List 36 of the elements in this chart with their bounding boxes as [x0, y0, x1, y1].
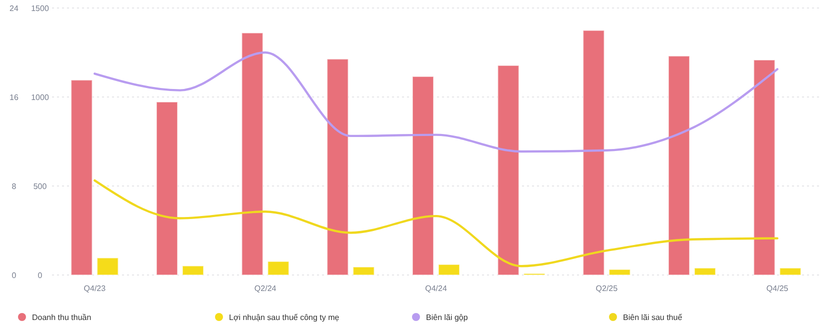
y2-tick-label: 16: [10, 92, 19, 102]
line-series: [94, 179, 778, 268]
bar: [326, 58, 349, 276]
bar: [497, 64, 520, 276]
legend-label: Biên lãi gộp: [426, 312, 468, 322]
y2-tick-label: 24: [10, 4, 19, 13]
y-tick-label: 1500: [31, 4, 50, 13]
bar: [582, 30, 605, 276]
x-tick-label: Q2/24: [254, 284, 277, 293]
y2-tick-label: 8: [12, 182, 17, 191]
bar: [352, 266, 375, 276]
bar: [267, 260, 290, 276]
bar: [96, 257, 119, 276]
legend-label: Lợi nhuận sau thuế công ty mẹ: [229, 312, 340, 322]
bar: [412, 76, 434, 276]
bar: [608, 268, 631, 276]
y2-tick-label: 0: [12, 270, 17, 280]
line-series: [94, 51, 778, 153]
bar: [753, 59, 776, 276]
bar: [182, 265, 204, 276]
bar: [241, 32, 264, 276]
bar: [694, 268, 716, 276]
y-tick-label: 1000: [31, 92, 50, 102]
y-tick-label: 500: [33, 182, 48, 191]
bar: [70, 80, 93, 276]
x-tick-label: Q2/25: [596, 284, 618, 293]
legend-label: Biên lãi sau thuế: [623, 312, 683, 322]
bar: [156, 101, 178, 276]
bar: [779, 268, 802, 276]
bar: [438, 264, 460, 276]
bar: [668, 56, 690, 276]
legend-label: Doanh thu thuần: [32, 312, 92, 322]
y-tick-label: 0: [38, 270, 43, 280]
x-tick-label: Q4/25: [766, 284, 789, 293]
x-tick-label: Q4/23: [84, 284, 106, 293]
x-tick-label: Q4/24: [425, 284, 448, 293]
